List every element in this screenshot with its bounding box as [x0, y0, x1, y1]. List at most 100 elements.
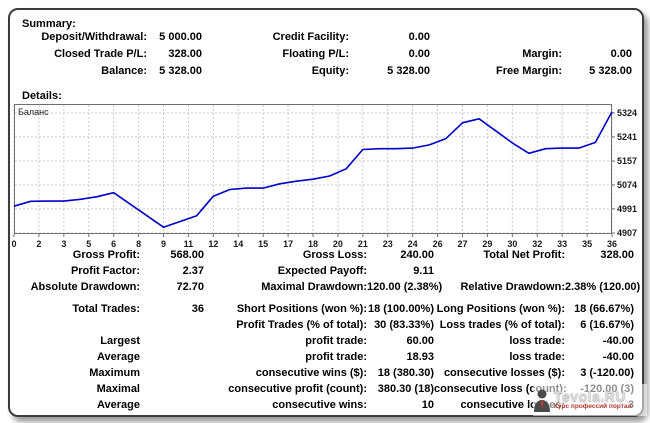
stat-value: 5 328.00: [589, 64, 632, 77]
x-tick-label: 35: [582, 239, 592, 249]
x-tick-label: 3: [61, 239, 66, 249]
stat-value: 18 (66.67%): [574, 303, 634, 315]
x-tick-label: 15: [258, 239, 268, 249]
table-row: Profit Factor: 2.37 Expected Payoff: 9.11: [22, 263, 634, 279]
stat-label: Average: [96, 351, 140, 363]
x-tick-label: 30: [507, 239, 517, 249]
stat-value: 18 (380.30): [377, 367, 434, 379]
watermark-person-icon: [534, 389, 550, 412]
y-tick-label: 5074: [617, 180, 637, 190]
chart-legend-label: Баланс: [18, 107, 49, 117]
x-tick-label: 21: [358, 239, 368, 249]
stat-label: Equity:: [311, 64, 349, 77]
x-tick-label: 23: [383, 239, 393, 249]
stat-label: consecutive wins ($):: [255, 367, 367, 379]
y-tick-label: 5241: [617, 132, 637, 142]
stat-label: Closed Trade P/L:: [54, 47, 147, 60]
stat-label: Maximal Drawdown:: [261, 281, 367, 293]
table-row: Profit Trades (% of total): 30 (83.33%) Lo…: [22, 317, 634, 333]
details-section-title: Details:: [22, 90, 62, 102]
stat-value: 2.37: [182, 265, 204, 277]
watermark: Tevola.RU Курс профессий портал: [533, 384, 647, 416]
stat-value: 18.93: [406, 351, 434, 363]
stat-label: Expected Payoff:: [277, 265, 367, 277]
table-row: Average profit trade: 18.93 loss trade: -40.…: [22, 349, 634, 365]
stat-label: Margin:: [522, 47, 562, 60]
stat-label: Deposit/Withdrawal:: [41, 30, 147, 43]
x-tick-label: 26: [433, 239, 443, 249]
x-tick-label: 5: [86, 239, 91, 249]
x-tick-label: 11: [184, 239, 194, 249]
watermark-brand: Tevola.RU: [554, 388, 626, 405]
balance-line: [13, 111, 613, 228]
stat-label: Gross Loss:: [302, 249, 367, 261]
stat-value: 18 (100.00%): [367, 303, 434, 315]
stat-label: Total Trades:: [72, 303, 140, 315]
x-tick-label: 14: [233, 239, 243, 249]
table-row: Maximum consecutive wins ($): 18 (380.30) c…: [22, 365, 634, 381]
y-tick-label: 4991: [617, 204, 637, 214]
stat-label: loss trade:: [509, 351, 565, 363]
stat-value: 3 (-120.00): [580, 367, 634, 379]
stat-value: 120.00 (2.38%): [367, 281, 443, 293]
y-tick-label: 4907: [617, 228, 637, 238]
balance-chart: 0 2 3 5 6 8 9 11 12 14 15 17 18 20 21 23 24 26 27 29 30 32 33 3…: [11, 104, 642, 256]
stat-value: 0.00: [408, 30, 430, 43]
x-tick-label: 20: [333, 239, 343, 249]
x-tick-label: 12: [208, 239, 218, 249]
table-row: Total Trades: 36 Short Positions (won %): 1…: [22, 301, 634, 317]
stat-label: Maximum: [89, 367, 140, 379]
x-tick-label: 0: [11, 239, 16, 249]
stat-label: Free Margin:: [495, 64, 562, 77]
stat-value: 72.70: [176, 281, 204, 293]
summary-table: Deposit/Withdrawal: 5 000.00 Credit Facili…: [22, 28, 632, 79]
stat-value: 380.30 (18): [377, 383, 434, 395]
stat-value: 30 (83.33%): [374, 319, 434, 331]
stat-label: Relative Drawdown:: [460, 281, 565, 293]
summary-section-title: Summary:: [22, 18, 76, 30]
x-tick-label: 6: [111, 239, 116, 249]
report-frame: Summary: Deposit/Withdrawal: 5 000.00 Cred…: [8, 8, 647, 417]
x-tick-label: 36: [607, 239, 617, 249]
table-row: Deposit/Withdrawal: 5 000.00 Credit Facili…: [22, 28, 632, 45]
y-tick-label: 5324: [617, 108, 637, 118]
stat-value: -40.00: [602, 351, 634, 363]
watermark-subtitle: Курс профессий портал: [554, 403, 632, 411]
stat-value: 6 (16.67%): [580, 319, 634, 331]
plot-border: [14, 104, 612, 234]
stat-value: 328.00: [600, 249, 634, 261]
x-tick-label: 29: [482, 239, 492, 249]
stat-value: 2.38% (120.00): [565, 281, 641, 293]
x-tick-label: 2: [36, 239, 41, 249]
stat-label: Credit Facility:: [272, 30, 349, 43]
stat-label: Profit Factor:: [70, 265, 140, 277]
stat-value: 60.00: [406, 335, 434, 347]
stat-label: Average: [96, 399, 140, 411]
balance-chart-svg: 0 2 3 5 6 8 9 11 12 14 15 17 18 20 21 23 24 26 27 29 30 32 33 3…: [11, 104, 637, 249]
x-tick-label: 27: [457, 239, 467, 249]
stat-label: Absolute Drawdown:: [30, 281, 140, 293]
table-row: Closed Trade P/L: 328.00 Floating P/L: 0.00…: [22, 45, 632, 62]
stat-value: -40.00: [602, 335, 634, 347]
stat-label: Profit Trades (% of total):: [236, 319, 367, 331]
stat-label: consecutive profit (count):: [228, 383, 367, 395]
stat-label: Gross Profit:: [72, 249, 140, 261]
stat-label: consecutive losses ($):: [443, 367, 565, 379]
stat-label: Balance:: [101, 64, 147, 77]
stat-value: 0.00: [408, 47, 430, 60]
stat-value: 5 328.00: [159, 64, 202, 77]
stat-value: 240.00: [400, 249, 434, 261]
stat-value: 568.00: [170, 249, 204, 261]
x-tick-label: 33: [557, 239, 567, 249]
stat-label: Largest: [100, 335, 140, 347]
table-row: Largest profit trade: 60.00 loss trade: -40.…: [22, 333, 634, 349]
x-tick-label: 32: [532, 239, 542, 249]
y-tick-label: 5157: [617, 156, 637, 166]
stat-value: 10: [421, 399, 434, 411]
stat-value: 36: [191, 303, 204, 315]
x-tick-label: 9: [161, 239, 166, 249]
x-tick-label: 17: [283, 239, 293, 249]
table-row: Absolute Drawdown: 72.70 Maximal Drawdown:…: [22, 279, 641, 295]
table-row: Balance: 5 328.00 Equity: 5 328.00 Free Marg…: [22, 62, 632, 79]
stat-value: 0.00: [610, 47, 632, 60]
